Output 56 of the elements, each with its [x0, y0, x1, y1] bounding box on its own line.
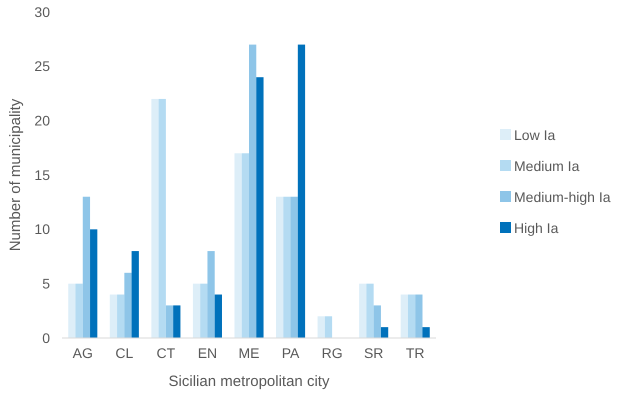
bar: [110, 294, 118, 338]
bar: [124, 272, 132, 338]
x-tick-label: EN: [198, 345, 218, 361]
legend-label: Medium Ia: [514, 158, 580, 174]
bar: [283, 196, 291, 338]
x-axis-title: Sicilian metropolitan city: [168, 373, 330, 390]
bar: [90, 229, 98, 338]
x-tick-label: PA: [282, 345, 300, 361]
bar: [359, 284, 366, 338]
bar: [366, 284, 374, 338]
bar: [290, 196, 298, 338]
bar: [400, 294, 408, 338]
x-tick-label: RG: [322, 345, 343, 361]
bar: [276, 196, 284, 338]
y-tick-label: 20: [34, 112, 50, 129]
bar: [324, 316, 332, 338]
y-axis-title: Number of municipality: [7, 98, 24, 252]
legend-label: Medium-high Ia: [514, 188, 611, 205]
x-tick-label: CL: [115, 345, 134, 361]
y-tick-label: 25: [34, 58, 50, 74]
bar: [117, 294, 124, 338]
bar: [158, 98, 166, 338]
bar: [82, 196, 90, 338]
x-tick-label: ME: [238, 345, 260, 361]
bar: [318, 316, 325, 338]
bar: [76, 284, 83, 338]
bar: [192, 284, 200, 338]
bar: [256, 77, 264, 338]
y-tick-label: 15: [34, 166, 50, 183]
bar: [249, 44, 256, 338]
bar: [408, 294, 416, 338]
y-tick-label: 0: [42, 330, 50, 346]
bar: [298, 44, 306, 338]
bar: [242, 153, 249, 338]
y-tick-label: 30: [34, 4, 50, 20]
bar: [422, 327, 430, 338]
x-tick-label: AG: [72, 345, 93, 361]
bar: [166, 305, 174, 338]
bar: [380, 327, 388, 338]
bar: [200, 284, 208, 338]
bar: [374, 305, 381, 338]
x-tick-label: SR: [364, 345, 384, 361]
legend-label: High Ia: [514, 220, 559, 236]
bar: [207, 251, 215, 338]
bar: [132, 251, 139, 338]
bar: [173, 305, 180, 338]
bar: [234, 153, 242, 338]
bar: [68, 284, 76, 338]
bar: [214, 294, 222, 338]
legend-label: Low Ia: [514, 126, 556, 143]
y-tick-label: 5: [42, 276, 50, 292]
y-tick-label: 10: [34, 221, 50, 238]
x-tick-label: TR: [406, 345, 425, 361]
bar: [151, 98, 159, 338]
x-tick-label: CT: [156, 345, 176, 361]
bar: [415, 294, 422, 338]
